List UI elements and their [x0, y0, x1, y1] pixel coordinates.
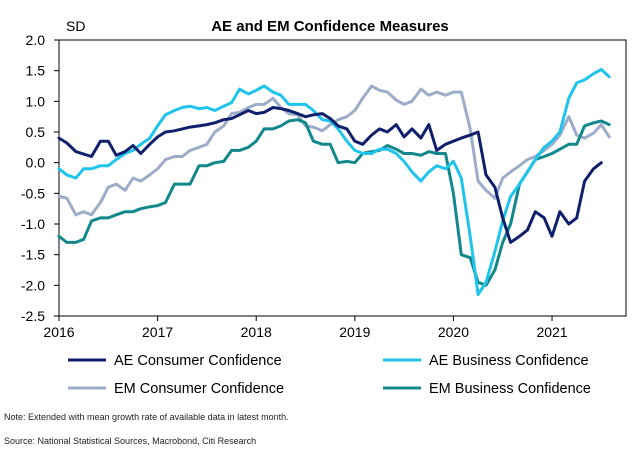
y-tick-label: -0.5	[21, 185, 45, 201]
chart-note: Note: Extended with mean growth rate of …	[4, 412, 289, 422]
y-tick-label: 1.0	[26, 93, 46, 109]
series-line-ae-business-confidence	[57, 67, 611, 296]
plot-area-frame	[58, 39, 627, 317]
legend-label-em-consumer-confidence: EM Consumer Confidence	[114, 381, 284, 397]
y-tick-label: -1.0	[21, 216, 45, 232]
y-tick-label: -2.5	[21, 308, 45, 324]
y-axis-label: SD	[66, 18, 85, 34]
series-line-em-business-confidence	[57, 118, 611, 287]
x-tick-label: 2017	[142, 324, 173, 340]
y-tick-label: 0.0	[26, 155, 46, 171]
legend: AE Consumer Confidence AE Business Confid…	[68, 353, 591, 397]
y-tick-label: 1.5	[26, 63, 46, 79]
series-line-ae-consumer-confidence	[57, 106, 603, 244]
confidence-chart: AE and EM Confidence Measures SD 2.0 1.5 1…	[21, 18, 627, 397]
legend-label-ae-consumer-confidence: AE Consumer Confidence	[114, 353, 282, 369]
chart-title: AE and EM Confidence Measures	[211, 18, 449, 35]
y-axis-ticks: 2.0 1.5 1.0 0.5 0.0 -0.5 -1.0 -1.5 -2.0 -2.5	[21, 32, 59, 324]
chart-source: Source: National Statistical Sources, Ma…	[4, 436, 257, 446]
x-tick-label: 2021	[536, 324, 567, 340]
legend-label-ae-business-confidence: AE Business Confidence	[429, 353, 589, 369]
y-tick-label: -1.5	[21, 247, 45, 263]
x-tick-label: 2018	[241, 324, 272, 340]
x-tick-label: 2016	[43, 324, 74, 340]
x-tick-label: 2019	[339, 324, 370, 340]
y-tick-label: 2.0	[26, 32, 46, 48]
x-tick-label: 2020	[438, 324, 469, 340]
legend-label-em-business-confidence: EM Business Confidence	[429, 381, 591, 397]
x-axis-ticks: 2016 2017 2018 2019 2020 2021	[43, 316, 568, 340]
y-tick-label: -2.0	[21, 277, 45, 293]
series-lines	[57, 67, 611, 296]
y-tick-label: 0.5	[26, 124, 46, 140]
